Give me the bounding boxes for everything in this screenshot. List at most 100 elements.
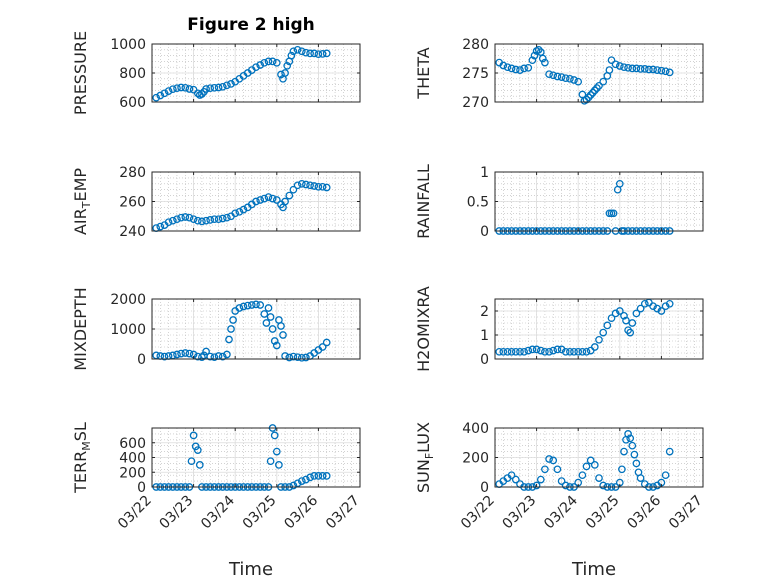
- data-point: [310, 472, 319, 480]
- data-point: [293, 45, 302, 54]
- data-point: [626, 328, 635, 337]
- data-point: [665, 447, 674, 456]
- data-point: [302, 475, 310, 484]
- data-point: [516, 66, 524, 74]
- data-point: [538, 54, 547, 63]
- data-point: [541, 347, 549, 356]
- y-tick-label: 0: [137, 480, 146, 496]
- y-axis-label: PRESSURE: [71, 31, 90, 115]
- axes-frame: [494, 298, 704, 360]
- data-point: [283, 61, 292, 70]
- data-point: [191, 442, 200, 451]
- data-point: [206, 352, 215, 361]
- data-point: [306, 181, 314, 190]
- data-point: [566, 347, 574, 356]
- data-point: [235, 304, 244, 312]
- data-point: [511, 475, 520, 484]
- data-point: [310, 49, 319, 58]
- y-tick-label: 800: [119, 66, 146, 82]
- data-point: [218, 352, 227, 361]
- data-point: [256, 301, 265, 309]
- data-point: [607, 314, 616, 323]
- data-point: [520, 347, 528, 356]
- data-point: [287, 51, 296, 60]
- panel-top-right: 270 275 280 THETA: [414, 37, 704, 111]
- data-point: [218, 214, 227, 223]
- data-point: [636, 474, 645, 482]
- data-point: [536, 475, 545, 484]
- data-point: [553, 72, 562, 81]
- data-point: [528, 345, 537, 354]
- data-point: [181, 213, 190, 221]
- data-point: [297, 47, 306, 56]
- y-axis-label: MIXDEPTH: [71, 287, 90, 370]
- data-point: [164, 87, 173, 95]
- data-point: [289, 481, 298, 490]
- data-point: [507, 471, 516, 480]
- data-point: [210, 215, 219, 224]
- data-point: [264, 304, 273, 312]
- data-point: [549, 346, 558, 355]
- data-point: [590, 343, 599, 351]
- data-point: [239, 302, 248, 311]
- data-point: [557, 73, 566, 81]
- data-point: [599, 481, 608, 490]
- data-point: [260, 310, 269, 318]
- data-point: [557, 345, 566, 354]
- data-point: [549, 456, 558, 465]
- y-tick-label: 600: [119, 95, 146, 111]
- data-point: [277, 70, 285, 79]
- data-point: [582, 95, 591, 104]
- panel-third-left: 0 1000 2000 MIXDEPTH: [71, 287, 361, 371]
- data-point: [198, 90, 206, 98]
- data-point: [266, 313, 275, 321]
- data-point: [524, 346, 533, 355]
- data-point: [511, 347, 520, 356]
- data-point: [266, 457, 275, 466]
- data-point: [649, 65, 657, 74]
- data-point: [536, 346, 545, 355]
- data-point: [177, 349, 185, 358]
- y-tick-label: 2: [480, 304, 489, 320]
- data-point: [256, 61, 265, 69]
- data-point: [279, 331, 287, 339]
- y-tick-label: 275: [462, 66, 489, 82]
- data-point: [164, 218, 173, 227]
- data-point: [275, 461, 283, 469]
- data-point: [628, 319, 637, 327]
- data-point: [285, 353, 294, 362]
- x-tick-label: 03/24: [198, 492, 238, 532]
- data-point: [624, 430, 632, 438]
- data-point: [318, 343, 327, 351]
- data-point: [306, 473, 314, 482]
- data-point: [235, 207, 244, 216]
- y-axis-label-main: TERR: [71, 451, 90, 494]
- x-tick-label: 03/23: [500, 493, 540, 533]
- data-point: [653, 66, 662, 74]
- data-point: [570, 76, 578, 84]
- data-point: [665, 68, 674, 77]
- data-point: [268, 57, 277, 66]
- data-point: [611, 60, 620, 69]
- data-point: [293, 181, 302, 190]
- data-point: [590, 86, 599, 95]
- data-point: [603, 321, 612, 330]
- data-point: [270, 337, 279, 345]
- data-point: [578, 471, 587, 480]
- data-point: [661, 302, 670, 311]
- y-axis-label-main: H2OMIXRA: [414, 286, 433, 372]
- y-axis-label-subscript: T: [80, 201, 93, 209]
- y-tick-label: 240: [119, 224, 146, 240]
- data-point: [620, 311, 628, 320]
- data-point: [586, 456, 595, 465]
- data-point: [561, 347, 570, 356]
- data-point: [503, 347, 512, 356]
- data-point: [264, 57, 273, 66]
- data-point: [225, 335, 233, 344]
- data-point: [516, 347, 524, 356]
- data-point: [593, 84, 601, 92]
- data-point: [270, 431, 279, 440]
- data-point: [272, 341, 281, 350]
- data-point: [620, 63, 628, 72]
- data-point: [198, 217, 206, 226]
